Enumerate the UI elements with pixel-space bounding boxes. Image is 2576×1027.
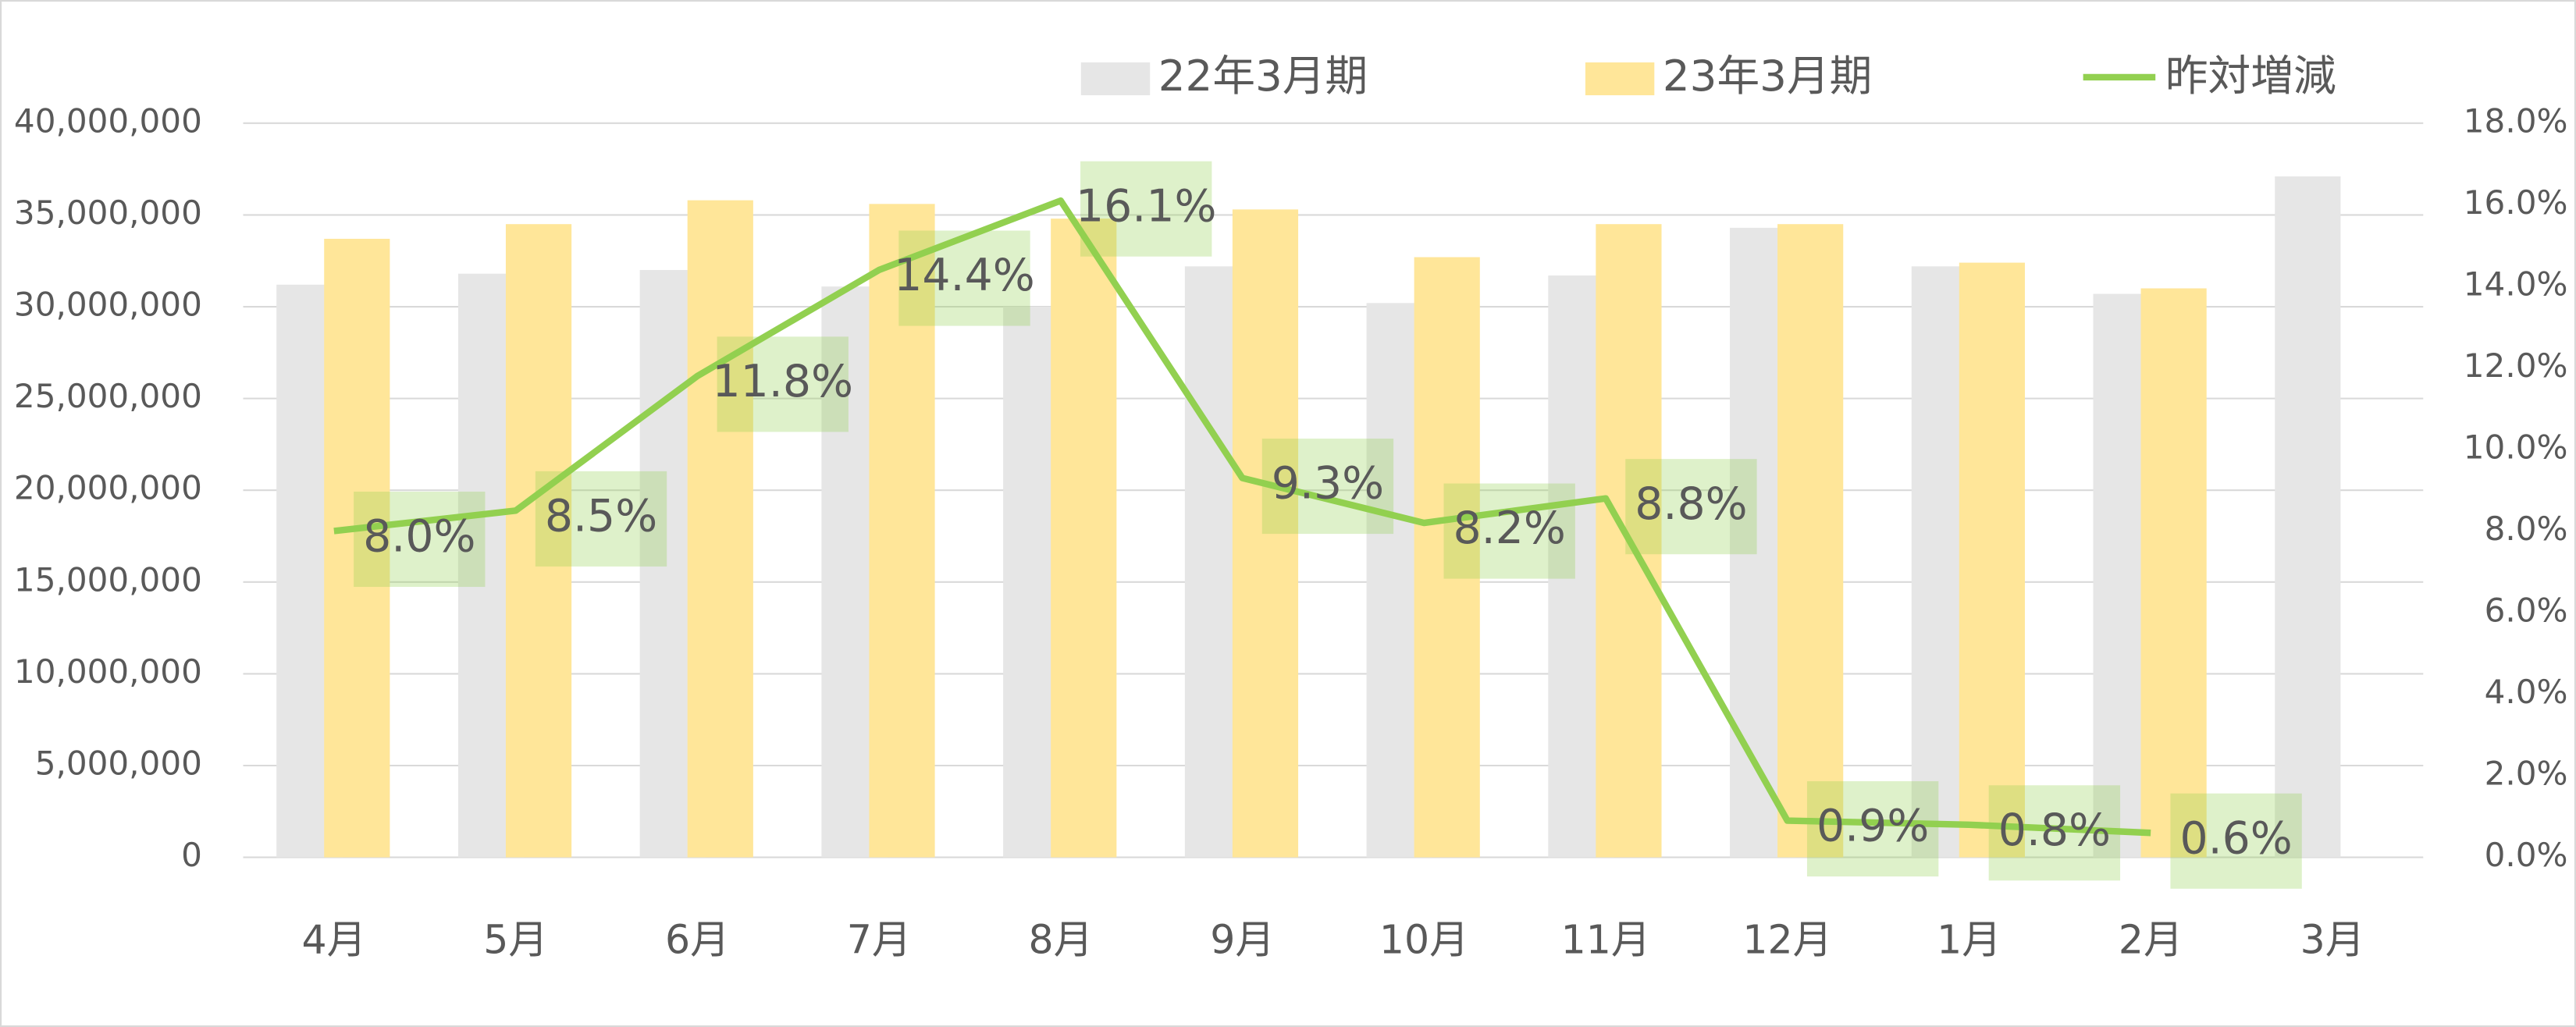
data-label: 8.8%	[1635, 478, 1747, 530]
y2-tick-label: 18.0%	[2464, 101, 2568, 140]
y-tick-label: 0	[181, 836, 202, 874]
y2-tick-label: 4.0%	[2485, 673, 2568, 711]
y-tick-label: 40,000,000	[14, 101, 202, 140]
y2-tick-label: 14.0%	[2464, 265, 2568, 303]
legend-swatch	[1585, 62, 1655, 96]
bar	[1232, 209, 1299, 858]
bar	[1051, 219, 1117, 858]
x-tick-label: 8月	[1028, 917, 1093, 963]
y2-tick-label: 0.0%	[2485, 836, 2568, 874]
data-label-box	[1988, 785, 2121, 881]
bar	[1959, 262, 2025, 858]
bar	[869, 204, 935, 858]
data-label-box	[2170, 793, 2302, 889]
y2-tick-label: 10.0%	[2464, 428, 2568, 466]
x-tick-label: 4月	[302, 917, 367, 963]
data-label-box	[1806, 781, 1939, 877]
x-tick-label: 5月	[483, 917, 548, 963]
x-tick-label: 10月	[1379, 917, 1469, 963]
y2-tick-label: 2.0%	[2485, 755, 2568, 793]
data-label: 0.8%	[1998, 805, 2111, 856]
y-tick-label: 35,000,000	[14, 194, 202, 232]
legend-label: 22年3月期	[1158, 51, 1368, 101]
legend-label: 昨対増減	[2165, 51, 2336, 101]
x-tick-label: 11月	[1561, 917, 1651, 963]
data-label: 11.8%	[713, 356, 853, 407]
bar	[687, 200, 753, 858]
x-tick-label: 3月	[2300, 917, 2365, 963]
data-label: 14.4%	[894, 250, 1034, 301]
y2-tick-label: 12.0%	[2464, 346, 2568, 385]
data-label: 9.3%	[1272, 458, 1384, 510]
bar	[2275, 176, 2341, 858]
data-label-box	[1261, 439, 1394, 535]
data-label-box	[1443, 483, 1575, 579]
bar	[2140, 288, 2207, 858]
x-tick-label: 2月	[2119, 917, 2183, 963]
data-label: 0.6%	[2179, 812, 2292, 864]
data-label-box	[1080, 161, 1212, 257]
data-label-box	[1625, 459, 1757, 555]
line	[333, 197, 2151, 837]
data-label: 8.2%	[1453, 503, 1566, 554]
y-tick-label: 20,000,000	[14, 469, 202, 507]
legend-swatch	[1080, 62, 1151, 96]
data-label: 16.1%	[1076, 180, 1216, 232]
y-tick-label: 5,000,000	[35, 744, 202, 783]
x-tick-label: 7月	[847, 917, 912, 963]
data-label-box	[898, 230, 1030, 326]
y-tick-label: 15,000,000	[14, 560, 202, 599]
bar	[324, 239, 390, 858]
y2-tick-label: 6.0%	[2485, 592, 2568, 630]
bar	[1414, 257, 1480, 858]
y-tick-label: 10,000,000	[14, 652, 202, 691]
legend-label: 23年3月期	[1663, 51, 1873, 101]
data-label-box	[354, 491, 486, 588]
x-tick-label: 12月	[1742, 917, 1832, 963]
x-tick-label: 6月	[665, 917, 730, 963]
data-label-box	[717, 336, 849, 432]
y2-tick-label: 8.0%	[2485, 510, 2568, 548]
bar	[505, 224, 572, 858]
y-tick-label: 30,000,000	[14, 286, 202, 324]
data-label: 0.9%	[1816, 801, 1929, 852]
x-tick-label: 9月	[1210, 917, 1275, 963]
data-label: 8.0%	[363, 511, 475, 563]
x-tick-label: 1月	[1937, 917, 2001, 963]
data-label: 8.5%	[545, 490, 657, 542]
y-tick-label: 25,000,000	[14, 377, 202, 415]
data-label-box	[535, 471, 667, 567]
y2-tick-label: 16.0%	[2464, 183, 2568, 222]
bar	[1777, 224, 1844, 858]
